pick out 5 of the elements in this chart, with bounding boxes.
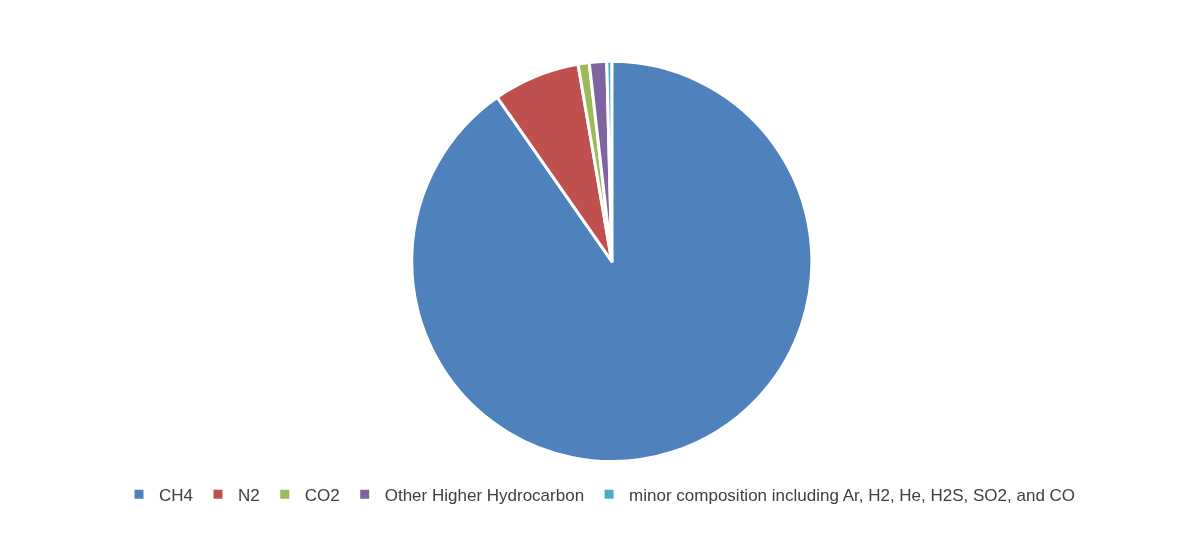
legend-label: Other Higher Hydrocarbon	[384, 485, 585, 505]
legend-label: CO2	[304, 485, 340, 505]
legend-label: N2	[238, 485, 260, 505]
legend-label: CH4	[159, 485, 194, 505]
legend-label: minor composition including Ar, H2, He, H2S, SO2, and CO	[629, 485, 1076, 505]
